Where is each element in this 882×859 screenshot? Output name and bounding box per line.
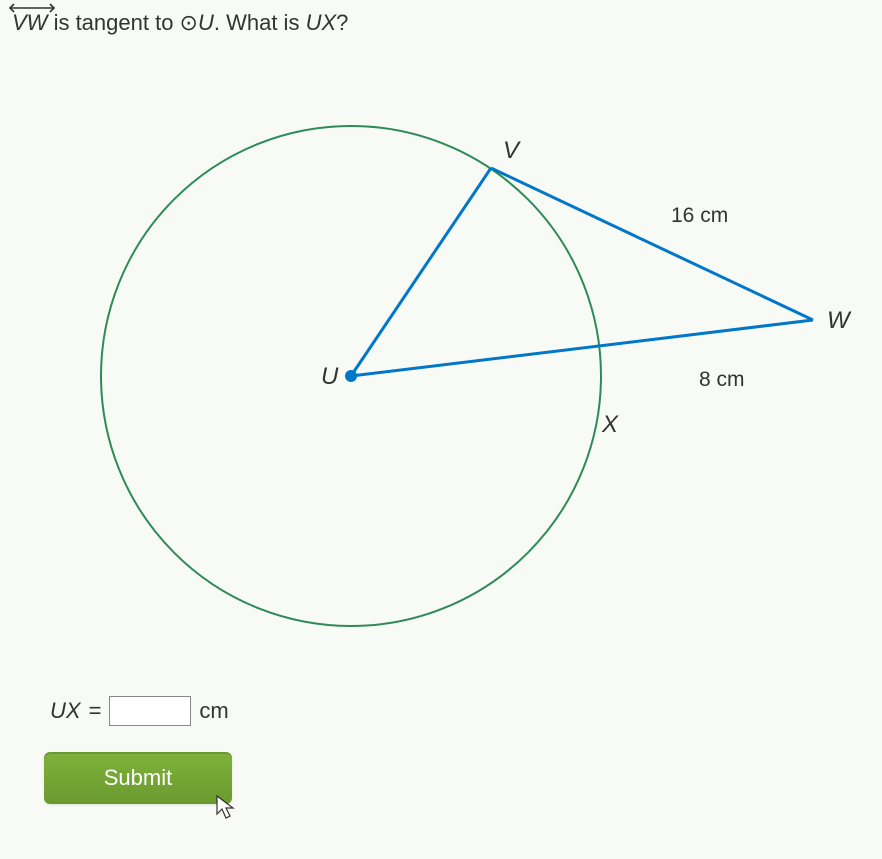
answer-unit: cm	[199, 698, 228, 724]
measure-label-1: 8 cm	[699, 368, 745, 391]
answer-input[interactable]	[109, 696, 191, 726]
answer-row: UX = cm	[50, 696, 882, 726]
q-after: . What is	[214, 10, 306, 35]
question-text: VW is tangent to ⊙U. What is UX?	[0, 0, 882, 46]
line-vw: VW	[12, 10, 47, 36]
cursor-icon	[214, 794, 240, 824]
circle-center: U	[198, 10, 214, 35]
asked-var: UX	[306, 10, 337, 35]
circle-symbol: ⊙	[180, 10, 198, 35]
measure-label-0: 16 cm	[671, 204, 728, 227]
answer-var: UX	[50, 698, 81, 724]
point-label-v: V	[503, 137, 521, 164]
geometry-svg: U V W X 16 cm 8 cm	[11, 46, 871, 666]
q-mid: is tangent to	[47, 10, 179, 35]
diagram: U V W X 16 cm 8 cm	[0, 46, 882, 676]
segment-uv	[351, 168, 491, 376]
submit-label: Submit	[104, 765, 172, 790]
point-label-w: W	[827, 307, 852, 334]
q-end: ?	[336, 10, 348, 35]
segment-vw	[491, 168, 813, 320]
equals-sign: =	[89, 698, 102, 724]
point-label-u: U	[321, 363, 339, 390]
submit-button[interactable]: Submit	[44, 752, 232, 804]
double-arrow-icon	[8, 2, 56, 14]
center-dot	[345, 370, 357, 382]
point-label-x: X	[601, 411, 619, 438]
